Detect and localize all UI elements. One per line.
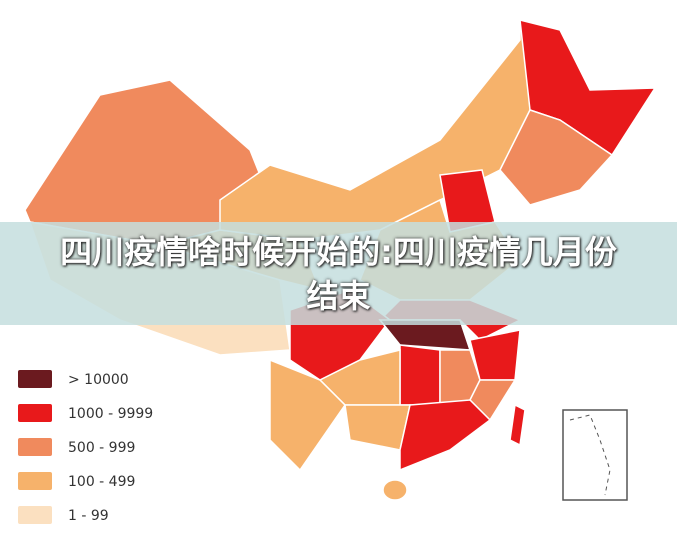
legend-swatch <box>18 370 52 388</box>
region <box>219 19 561 241</box>
title: 四川疫情啥时候开始的:四川疫情几月份结束 <box>60 232 617 315</box>
legend-label: 1000 - 9999 <box>68 406 153 422</box>
legend-swatch <box>18 506 52 524</box>
legend-label: 500 - 999 <box>68 440 135 456</box>
region <box>499 109 614 206</box>
legend-label: 100 - 499 <box>68 474 135 490</box>
region <box>399 399 492 472</box>
region <box>509 403 526 447</box>
region <box>399 344 441 406</box>
legend-swatch <box>18 438 52 456</box>
legend-swatch <box>18 404 52 422</box>
legend-label: > 10000 <box>68 372 129 388</box>
region <box>382 479 408 501</box>
region <box>269 358 346 472</box>
legend-label: 1 - 99 <box>68 508 109 524</box>
legend-swatch <box>18 472 52 490</box>
inset-box <box>562 409 628 501</box>
title-banner: 四川疫情啥时候开始的:四川疫情几月份结束 <box>0 222 677 325</box>
region <box>344 404 411 451</box>
